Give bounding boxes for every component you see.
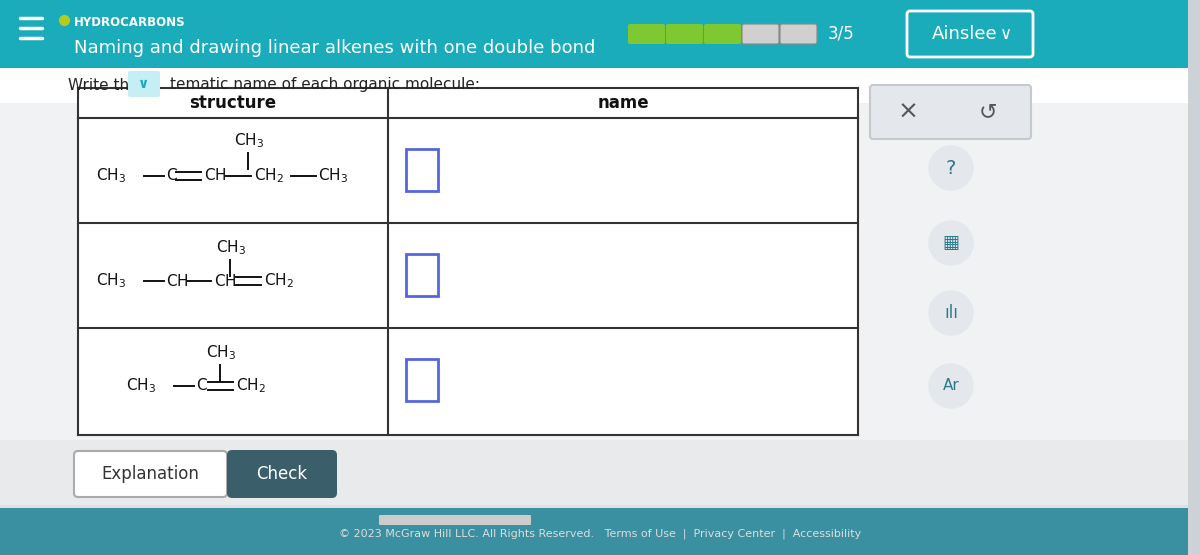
Bar [0, 103, 1188, 440]
Text: $\mathregular{CH}$: $\mathregular{CH}$ [166, 273, 188, 289]
Text: ↺: ↺ [979, 102, 997, 122]
Text: $\mathregular{CH}$: $\mathregular{CH}$ [204, 168, 227, 184]
Text: Ainslee: Ainslee [932, 25, 997, 43]
Bar [0, 68, 1188, 103]
Text: ×: × [898, 100, 918, 124]
FancyBboxPatch shape [704, 24, 742, 44]
Bar [0, 0, 1200, 68]
Text: name: name [598, 94, 649, 112]
FancyBboxPatch shape [780, 24, 817, 44]
Bar [406, 149, 438, 190]
Text: Naming and drawing linear alkenes with one double bond: Naming and drawing linear alkenes with o… [74, 39, 595, 57]
Text: $\mathregular{CH_3}$: $\mathregular{CH_3}$ [126, 376, 156, 395]
Text: $\mathregular{C}$: $\mathregular{C}$ [166, 168, 178, 184]
Text: ılı: ılı [944, 304, 958, 322]
Text: $\mathregular{CH_3}$: $\mathregular{CH_3}$ [318, 166, 348, 185]
Text: $\mathregular{CH_3}$: $\mathregular{CH_3}$ [216, 238, 246, 257]
Text: $\mathregular{CH_3}$: $\mathregular{CH_3}$ [96, 166, 126, 185]
Circle shape [929, 221, 973, 265]
Text: $\mathregular{CH_3}$: $\mathregular{CH_3}$ [206, 343, 236, 362]
Text: ∨: ∨ [138, 77, 150, 91]
Text: Explanation: Explanation [101, 465, 199, 483]
FancyBboxPatch shape [666, 24, 703, 44]
FancyBboxPatch shape [379, 515, 530, 525]
Text: ∨: ∨ [1000, 25, 1012, 43]
Text: structure: structure [190, 94, 276, 112]
FancyBboxPatch shape [74, 451, 227, 497]
FancyBboxPatch shape [128, 71, 160, 97]
Circle shape [929, 291, 973, 335]
Text: Check: Check [257, 465, 307, 483]
Text: $\mathregular{CH_2}$: $\mathregular{CH_2}$ [236, 376, 266, 395]
Bar [406, 359, 438, 401]
Text: HYDROCARBONS: HYDROCARBONS [74, 16, 186, 28]
Text: Ar: Ar [943, 379, 959, 393]
Text: © 2023 McGraw Hill LLC. All Rights Reserved.   Terms of Use  |  Privacy Center  : © 2023 McGraw Hill LLC. All Rights Reser… [338, 529, 862, 539]
Text: $\mathregular{CH_3}$: $\mathregular{CH_3}$ [234, 131, 264, 150]
Circle shape [929, 364, 973, 408]
Text: ▦: ▦ [942, 234, 960, 252]
Text: $\mathregular{C}$: $\mathregular{C}$ [196, 377, 208, 393]
Bar [1188, 0, 1200, 555]
Text: 3/5: 3/5 [828, 25, 854, 43]
FancyBboxPatch shape [227, 450, 337, 498]
Circle shape [929, 146, 973, 190]
Bar [0, 508, 1200, 555]
Bar [0, 440, 1188, 505]
Text: $\mathregular{CH_3}$: $\mathregular{CH_3}$ [96, 271, 126, 290]
Text: $\mathregular{CH}$: $\mathregular{CH}$ [214, 273, 236, 289]
Text: $\mathregular{CH_2}$: $\mathregular{CH_2}$ [254, 166, 284, 185]
Text: Write th: Write th [68, 78, 130, 93]
FancyBboxPatch shape [628, 24, 665, 44]
Text: tematic name of each organic molecule:: tematic name of each organic molecule: [170, 78, 480, 93]
Bar [78, 88, 858, 435]
Bar [406, 254, 438, 295]
Text: ?: ? [946, 159, 956, 178]
FancyBboxPatch shape [742, 24, 779, 44]
Text: $\mathregular{CH_2}$: $\mathregular{CH_2}$ [264, 271, 294, 290]
FancyBboxPatch shape [870, 85, 1031, 139]
